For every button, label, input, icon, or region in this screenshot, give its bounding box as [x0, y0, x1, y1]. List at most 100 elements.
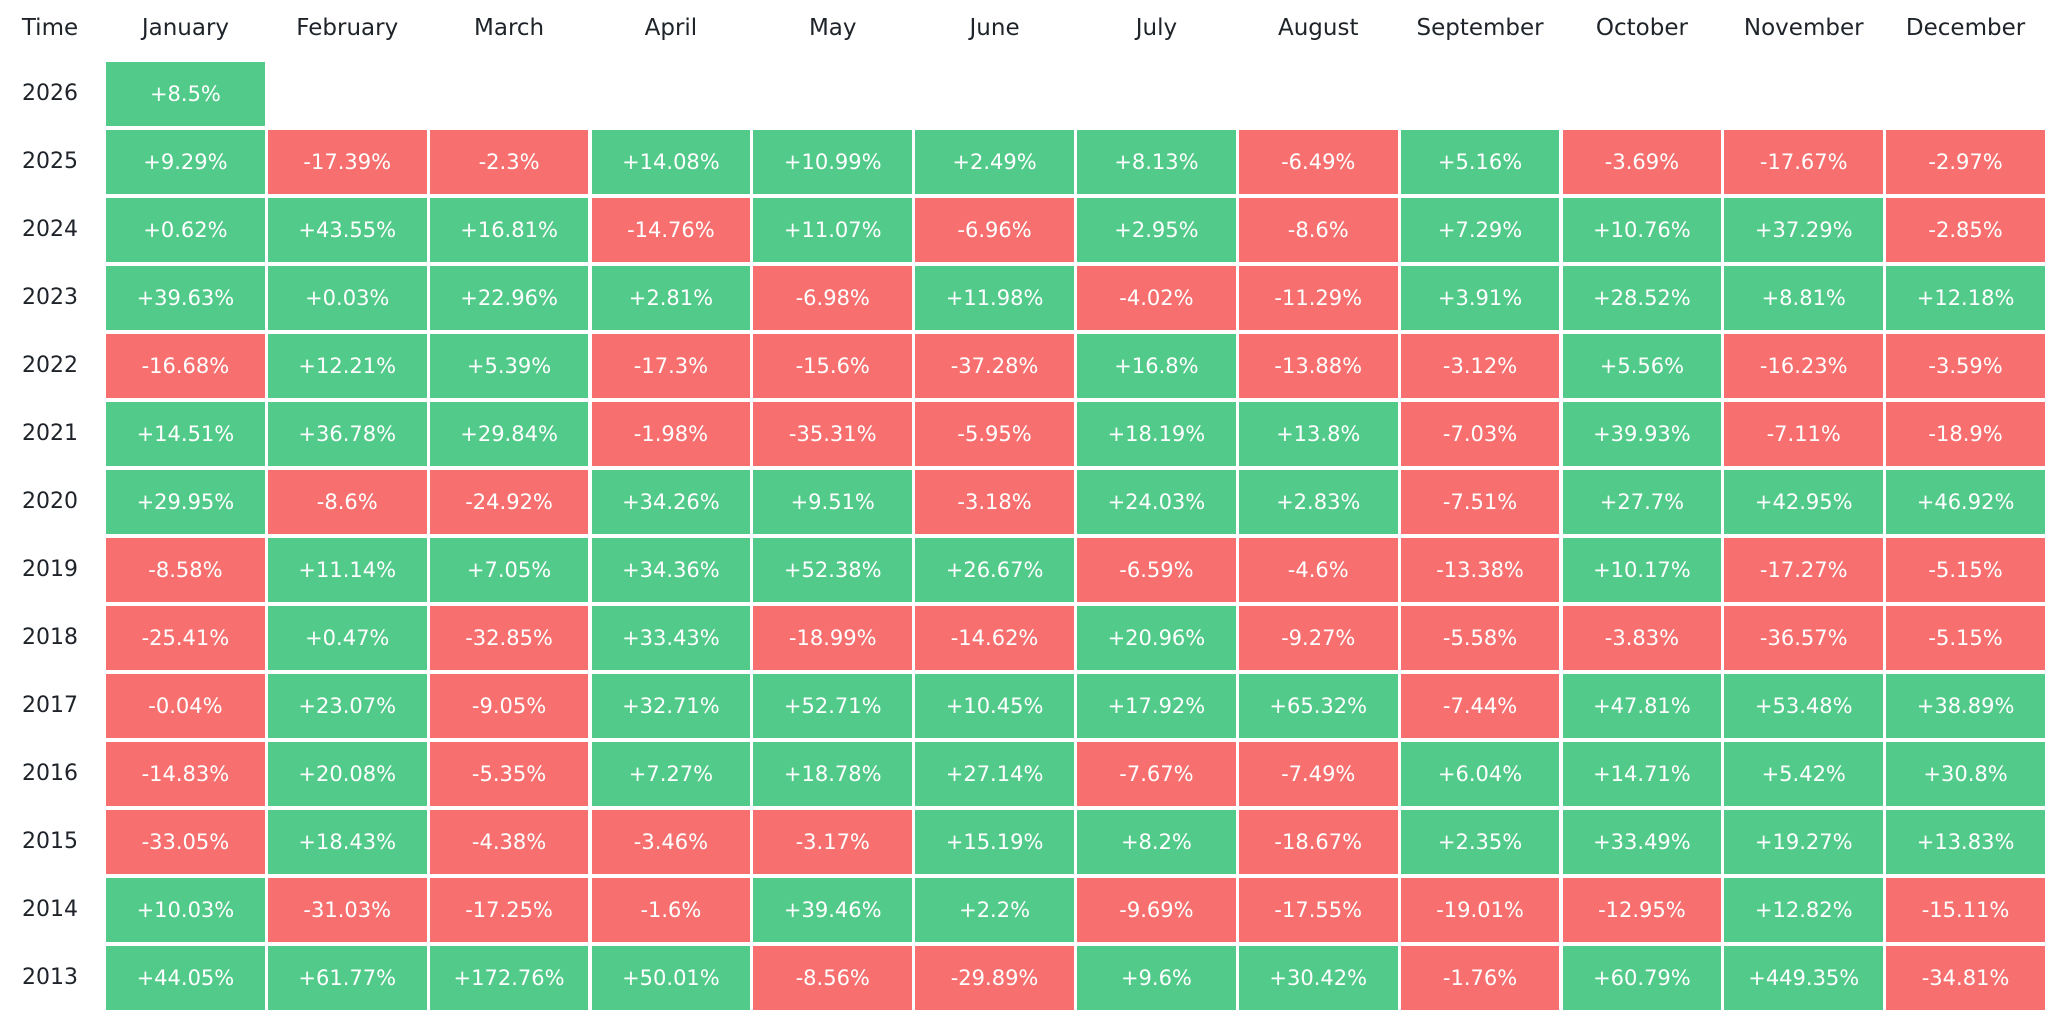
return-cell: +3.91% [1400, 266, 1560, 330]
month-header: March [474, 15, 545, 41]
year-label: 2013 [22, 965, 78, 990]
year-label: 2023 [22, 285, 78, 310]
return-cell: +5.16% [1400, 130, 1560, 194]
return-cell: +2.35% [1400, 810, 1560, 874]
return-cell: -35.31% [753, 402, 913, 466]
return-cell: -9.69% [1077, 878, 1236, 942]
return-cell: +53.48% [1724, 674, 1884, 738]
return-cell: -1.6% [591, 878, 751, 942]
year-label: 2014 [22, 897, 78, 922]
return-cell: +8.5% [106, 62, 265, 126]
month-header: August [1277, 15, 1359, 41]
return-cell: +2.49% [915, 130, 1074, 194]
return-cell: -6.96% [915, 198, 1074, 262]
return-cell: +34.26% [591, 470, 751, 534]
return-cell: +27.14% [915, 742, 1074, 806]
return-cell: -17.67% [1724, 130, 1884, 194]
return-cell: +2.2% [915, 878, 1074, 942]
year-label: 2021 [22, 421, 78, 446]
month-header: July [1135, 15, 1178, 41]
return-cell: +12.21% [267, 334, 427, 398]
return-cell: -9.27% [1238, 606, 1398, 670]
return-cell: +5.39% [429, 334, 589, 398]
return-cell: +28.52% [1562, 266, 1722, 330]
return-cell: -3.17% [753, 810, 913, 874]
return-cell: -3.59% [1886, 334, 2045, 398]
return-cell: +0.03% [267, 266, 427, 330]
return-cell: +20.08% [267, 742, 427, 806]
return-cell: +44.05% [106, 946, 265, 1010]
return-cell: -2.97% [1886, 130, 2045, 194]
return-cell: +7.29% [1400, 198, 1560, 262]
return-cell: +13.83% [1886, 810, 2045, 874]
return-cell: -13.88% [1238, 334, 1398, 398]
return-cell: -19.01% [1400, 878, 1560, 942]
time-header: Time [21, 15, 79, 41]
return-cell: +0.62% [106, 198, 265, 262]
return-cell: -17.39% [267, 130, 427, 194]
month-header: November [1743, 15, 1864, 41]
year-label: 2016 [22, 761, 78, 786]
return-cell: +7.05% [429, 538, 589, 602]
return-cell: +14.51% [106, 402, 265, 466]
return-cell: +20.96% [1077, 606, 1236, 670]
return-cell: -3.18% [915, 470, 1074, 534]
return-cell: -16.23% [1724, 334, 1884, 398]
return-cell: -9.05% [429, 674, 589, 738]
return-cell: +18.19% [1077, 402, 1236, 466]
return-cell: +16.81% [429, 198, 589, 262]
year-label: 2015 [22, 829, 78, 854]
return-cell: -11.29% [1238, 266, 1398, 330]
return-cell: +2.83% [1238, 470, 1398, 534]
return-cell: -8.6% [267, 470, 427, 534]
return-cell: -3.69% [1562, 130, 1722, 194]
return-cell: +11.14% [267, 538, 427, 602]
return-cell: +33.49% [1562, 810, 1722, 874]
return-cell: +449.35% [1724, 946, 1884, 1010]
return-cell: +19.27% [1724, 810, 1884, 874]
return-cell: +26.67% [915, 538, 1074, 602]
year-label: 2019 [22, 557, 78, 582]
return-cell: +60.79% [1562, 946, 1722, 1010]
return-cell: +46.92% [1886, 470, 2045, 534]
return-cell: +10.03% [106, 878, 265, 942]
return-cell: +8.81% [1724, 266, 1884, 330]
month-header: September [1416, 15, 1544, 41]
month-header: January [141, 15, 230, 41]
return-cell: +29.84% [429, 402, 589, 466]
year-label: 2018 [22, 625, 78, 650]
return-cell: -17.27% [1724, 538, 1884, 602]
return-cell: +43.55% [267, 198, 427, 262]
return-cell: +14.71% [1562, 742, 1722, 806]
return-cell: -7.11% [1724, 402, 1884, 466]
return-cell: -6.49% [1238, 130, 1398, 194]
return-cell: +9.51% [753, 470, 913, 534]
return-cell: +10.17% [1562, 538, 1722, 602]
return-cell: +23.07% [267, 674, 427, 738]
return-cell: +30.8% [1886, 742, 2045, 806]
return-cell: -8.56% [753, 946, 913, 1010]
return-cell: +22.96% [429, 266, 589, 330]
year-label: 2020 [22, 489, 78, 514]
return-cell: -7.67% [1077, 742, 1236, 806]
return-cell: +5.42% [1724, 742, 1884, 806]
return-cell: -33.05% [106, 810, 265, 874]
return-cell: +38.89% [1886, 674, 2045, 738]
return-cell: +12.82% [1724, 878, 1884, 942]
return-cell: +52.38% [753, 538, 913, 602]
return-cell: +6.04% [1400, 742, 1560, 806]
return-cell: +0.47% [267, 606, 427, 670]
return-cell: -5.15% [1886, 538, 2045, 602]
year-label: 2024 [22, 217, 78, 242]
return-cell: -17.55% [1238, 878, 1398, 942]
return-cell: -1.98% [591, 402, 751, 466]
return-cell: -17.25% [429, 878, 589, 942]
return-cell: +24.03% [1077, 470, 1236, 534]
return-cell: +10.45% [915, 674, 1074, 738]
month-header: February [296, 15, 399, 41]
return-cell: -24.92% [429, 470, 589, 534]
return-cell: -6.98% [753, 266, 913, 330]
return-cell: +39.63% [106, 266, 265, 330]
return-cell: +34.36% [591, 538, 751, 602]
return-cell: -32.85% [429, 606, 589, 670]
